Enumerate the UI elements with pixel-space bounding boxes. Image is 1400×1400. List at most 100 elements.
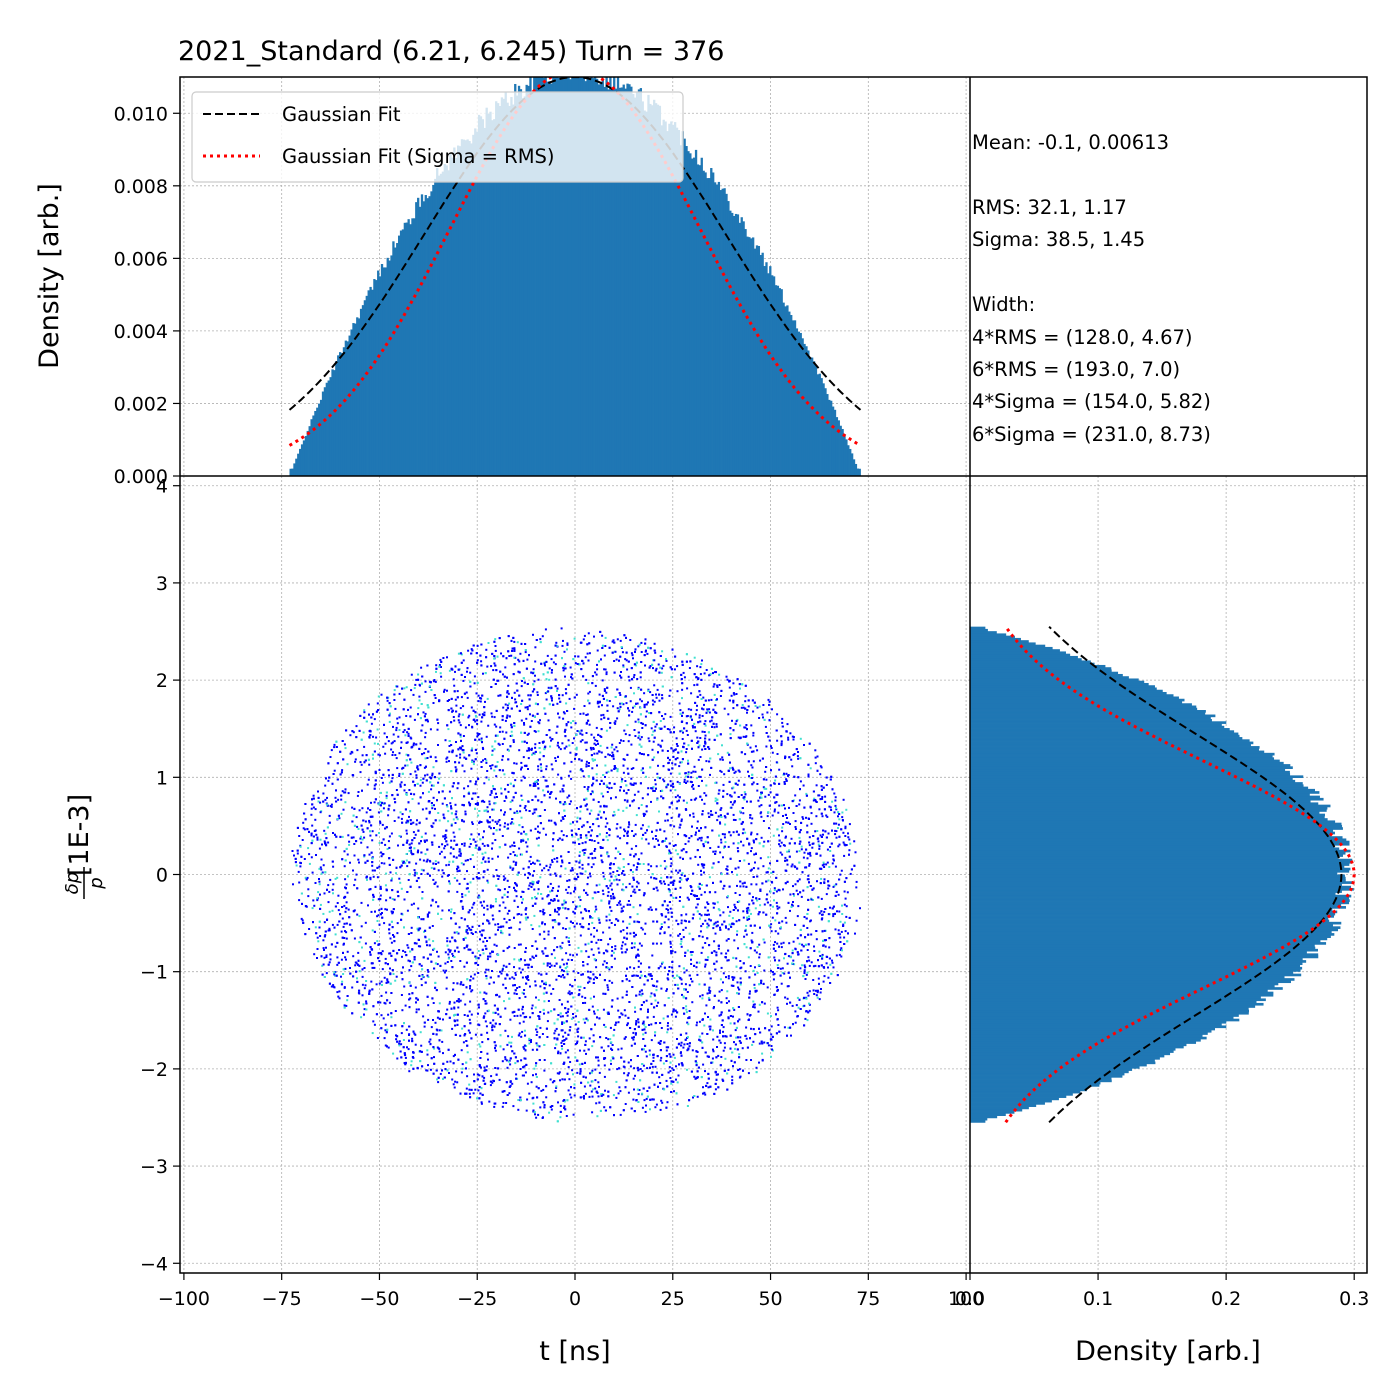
particle [491,1081,494,1084]
particle [449,852,452,855]
particle [642,863,645,865]
particle [426,718,429,721]
particle [719,1041,722,1044]
particle [347,908,350,911]
particle [540,766,543,769]
particle [352,955,355,958]
particle [532,752,535,755]
particle [832,858,835,861]
particle [509,853,512,855]
particle [550,964,553,967]
histogram-bar [708,178,711,476]
histogram-bar [495,101,498,476]
particle [425,817,428,820]
particle [669,1077,672,1079]
particle [622,703,625,706]
particle [709,673,712,676]
particle [751,817,754,820]
particle [844,835,847,837]
particle [732,813,735,816]
particle [606,746,609,749]
particle [363,959,366,962]
phase-space-distribution [291,627,861,1123]
histogram-bar [399,230,403,476]
histogram-bar [776,285,780,476]
particle [748,903,751,906]
particle [574,888,577,891]
particle [718,684,721,686]
particle [336,991,339,994]
particle [638,921,641,924]
particle [380,994,383,997]
particle [525,918,528,921]
particle [527,966,530,969]
particle [688,837,691,840]
particle [514,1062,517,1065]
particle [703,802,706,805]
particle [492,808,495,811]
particle [579,985,582,988]
particle [701,1032,704,1035]
particle [473,682,476,685]
histogram-bar [293,463,296,476]
particle [536,703,539,706]
particle [640,944,643,947]
particle [388,932,391,935]
particle [821,953,824,956]
particle [377,742,379,745]
particle [416,819,418,822]
particle [598,918,601,921]
particle [470,833,473,836]
particle [818,845,821,848]
stats-rms4: 4*RMS = (128.0, 4.67) [972,326,1193,349]
y-tick-label: 0.004 [114,321,168,343]
particle [613,810,616,813]
particle [318,847,321,850]
particle [654,1034,656,1037]
particle [670,870,673,873]
particle [522,756,525,759]
particle [533,862,536,865]
particle [695,961,698,964]
particle [488,936,491,939]
particle [615,1080,618,1083]
particle [593,995,595,998]
particle [756,706,759,709]
particle [452,982,455,985]
particle [752,781,755,784]
particle [427,1064,429,1067]
particle [564,663,567,666]
particle [732,707,735,710]
particle [385,981,388,984]
particle [661,715,663,717]
particle [682,1046,685,1049]
particle [457,652,460,655]
particle [705,760,708,763]
histogram-bar [318,403,321,476]
histogram-bar [533,77,536,476]
particle [538,831,541,834]
particle [711,813,714,816]
particle [560,1045,563,1048]
particle [352,731,355,734]
particle [532,956,535,959]
particle [714,704,717,707]
histogram-bar [757,245,761,476]
histogram-bar [734,213,738,476]
particle [737,779,740,782]
particle [808,844,811,847]
particle [346,999,349,1002]
histogram-bar [405,222,408,476]
particle [450,823,453,826]
particle [483,913,485,916]
stats-width-header: Width: [972,293,1035,316]
particle [695,1055,698,1058]
histogram-bar [662,119,665,476]
histogram-bar [396,243,399,476]
particle [650,787,653,790]
particle [349,734,352,737]
histogram-bar [586,77,589,476]
particle [733,1041,735,1044]
particle [663,780,666,783]
histogram-bar [639,88,643,476]
